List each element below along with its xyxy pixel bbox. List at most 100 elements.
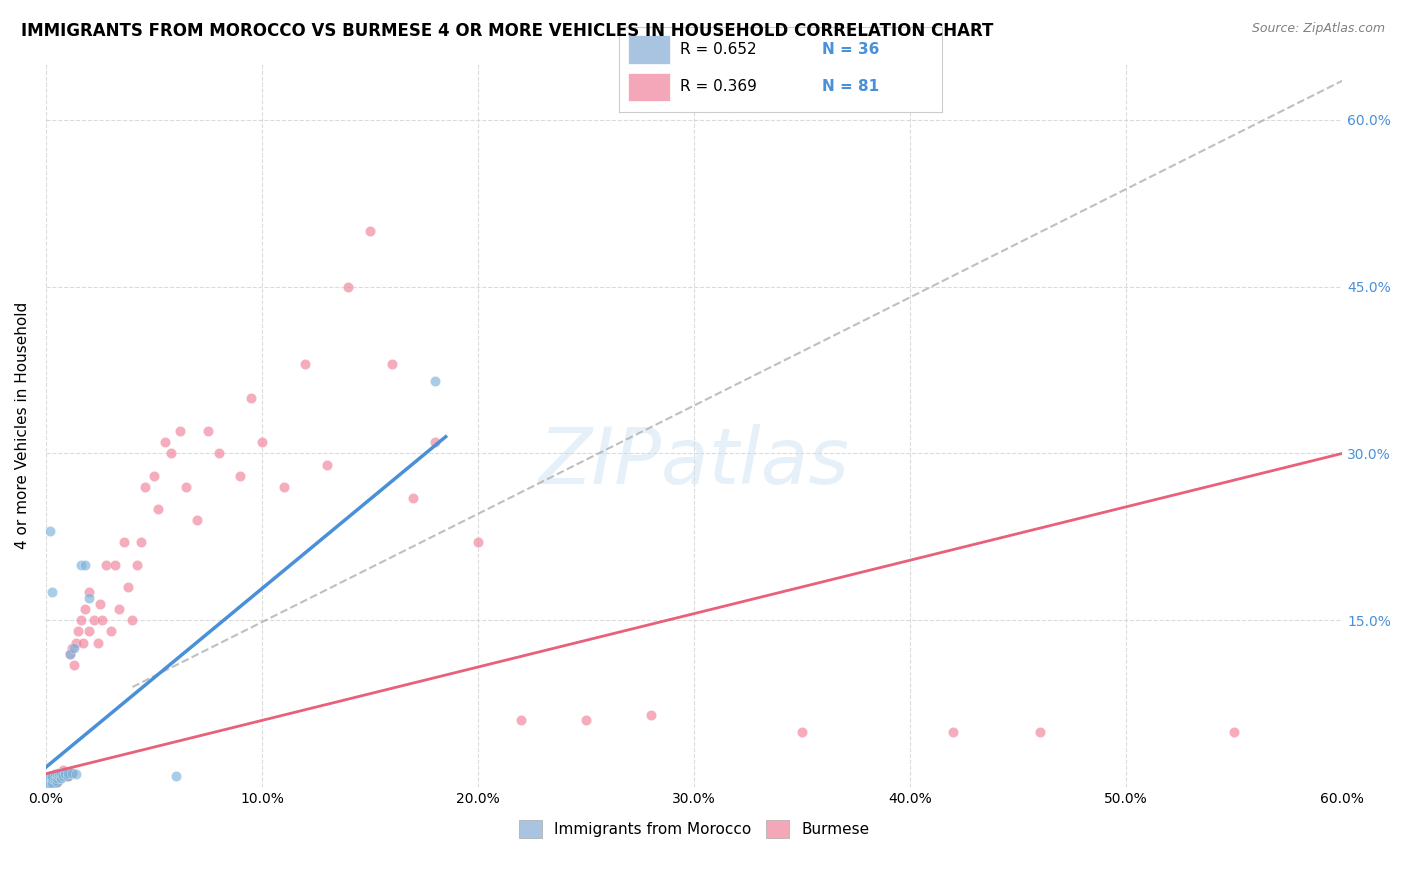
Point (49, 771, 72, 785)
Point (65, 766, 87, 780)
Point (77, 585, 100, 599)
Point (148, 502, 170, 516)
Point (45, 774, 67, 789)
Point (117, 580, 139, 594)
Point (37, 778, 59, 792)
Point (49, 765, 72, 780)
Point (942, 724, 965, 739)
Point (134, 480, 156, 494)
Point (48, 765, 70, 780)
Point (52, 764, 75, 778)
Point (48, 769, 70, 783)
Point (359, 224, 381, 238)
Point (640, 707, 662, 722)
FancyBboxPatch shape (628, 72, 671, 102)
Point (41, 774, 63, 789)
Point (792, 724, 814, 739)
Point (39, 775, 62, 789)
Point (37, 773, 59, 788)
Point (45, 771, 67, 785)
Y-axis label: 4 or more Vehicles in Household: 4 or more Vehicles in Household (15, 302, 30, 549)
Point (96, 558, 118, 572)
Point (423, 374, 446, 388)
Point (48, 771, 70, 785)
Point (121, 613, 143, 627)
Point (45, 771, 67, 785)
Point (402, 491, 425, 505)
Point (44, 773, 66, 788)
Point (73, 558, 96, 572)
Point (44, 766, 66, 780)
Point (72, 635, 94, 649)
Point (52, 769, 75, 783)
Point (37, 778, 59, 792)
Point (41, 769, 63, 783)
Point (108, 602, 131, 616)
Point (575, 714, 598, 728)
Point (37, 771, 59, 785)
Point (208, 446, 231, 460)
Point (337, 279, 360, 293)
Point (229, 468, 252, 483)
Point (55, 769, 77, 783)
Point (41, 769, 63, 783)
Point (69, 613, 91, 627)
Point (83, 613, 105, 627)
Point (37, 771, 59, 785)
Point (91, 613, 114, 627)
Point (381, 358, 404, 372)
Point (59, 647, 82, 661)
Point (41, 771, 63, 785)
Point (273, 480, 295, 494)
Point (39, 524, 62, 539)
Point (63, 657, 86, 672)
Point (176, 480, 198, 494)
Point (467, 535, 489, 549)
Point (41, 774, 63, 789)
Point (39, 771, 62, 785)
Point (77, 591, 100, 605)
Point (143, 468, 166, 483)
Point (55, 765, 77, 780)
Point (294, 358, 316, 372)
Point (104, 558, 127, 572)
Point (125, 558, 148, 572)
Point (45, 766, 67, 780)
Point (41, 778, 63, 792)
Point (89, 597, 111, 611)
Legend: Immigrants from Morocco, Burmese: Immigrants from Morocco, Burmese (513, 814, 876, 845)
Point (60, 765, 83, 780)
Point (37, 774, 59, 789)
FancyBboxPatch shape (628, 35, 671, 64)
Point (129, 535, 152, 549)
Point (240, 391, 263, 405)
Point (169, 424, 191, 438)
Point (45, 766, 67, 780)
Point (100, 624, 122, 639)
Point (44, 771, 66, 785)
Point (59, 647, 82, 661)
Point (60, 641, 83, 656)
Text: IMMIGRANTS FROM MOROCCO VS BURMESE 4 OR MORE VEHICLES IN HOUSEHOLD CORRELATION C: IMMIGRANTS FROM MOROCCO VS BURMESE 4 OR … (21, 22, 994, 40)
Point (186, 513, 208, 527)
Point (52, 769, 75, 783)
Text: N = 36: N = 36 (823, 42, 880, 57)
Point (250, 435, 273, 450)
Text: R = 0.369: R = 0.369 (681, 79, 756, 95)
Point (510, 714, 533, 728)
Text: ZIPatlas: ZIPatlas (538, 424, 849, 500)
Point (41, 777, 63, 791)
Point (165, 769, 187, 783)
Point (1029, 724, 1052, 739)
Point (44, 766, 66, 780)
Point (160, 446, 183, 460)
Point (56, 769, 79, 783)
Point (56, 765, 79, 780)
Point (39, 774, 62, 789)
Point (315, 458, 337, 472)
Point (49, 766, 72, 780)
Point (37, 775, 59, 789)
Point (67, 624, 90, 639)
Point (73, 602, 96, 616)
Point (77, 624, 100, 639)
